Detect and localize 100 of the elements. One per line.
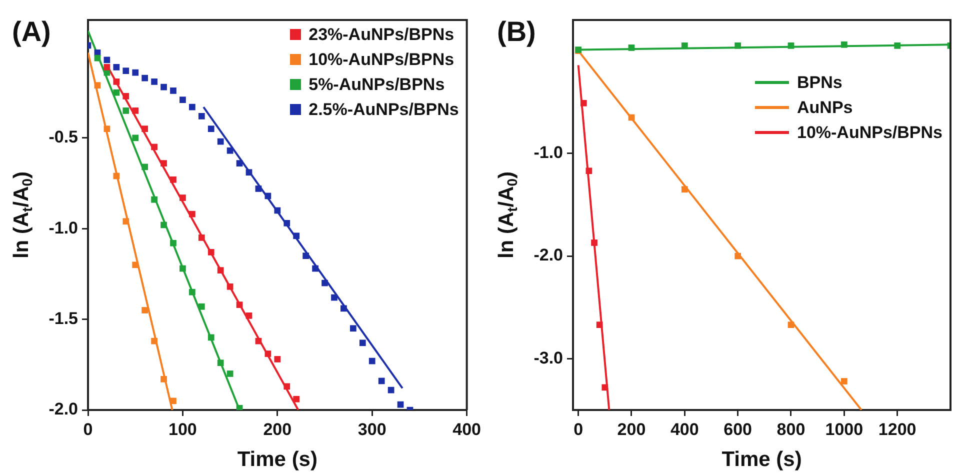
point [236, 302, 243, 308]
point [104, 64, 110, 70]
legend-label: 23%-AuNPs/BPNs [308, 24, 454, 44]
point [602, 384, 608, 391]
point [894, 42, 901, 49]
point [368, 358, 376, 364]
point [113, 64, 120, 70]
point [132, 134, 139, 142]
point [151, 196, 158, 203]
point [312, 265, 318, 272]
point [284, 220, 290, 226]
point [132, 262, 139, 268]
point [151, 338, 158, 344]
point [246, 312, 252, 319]
y-axis-title: ln (At/A0) [10, 171, 35, 259]
point [113, 78, 120, 85]
x-tick-label: 400 [670, 420, 699, 439]
point [151, 78, 158, 85]
point [236, 405, 243, 410]
point [113, 89, 120, 96]
point [331, 294, 338, 301]
point [142, 74, 148, 82]
legend-label: 2.5%-AuNPs/BPNs [308, 100, 459, 120]
point [788, 322, 794, 328]
point [160, 160, 167, 166]
point [264, 350, 272, 357]
point [217, 360, 224, 366]
point [681, 186, 688, 193]
point [293, 232, 300, 240]
point [591, 240, 598, 246]
legend-label: 10%-AuNPs/BPNs [308, 50, 454, 70]
point [359, 340, 366, 346]
point [122, 108, 130, 114]
x-axis-title: Time (s) [237, 448, 318, 472]
point [142, 164, 148, 170]
point [122, 68, 130, 74]
y-tick-label: -0.5 [48, 128, 78, 147]
point [788, 42, 794, 49]
point [236, 160, 243, 166]
point [180, 265, 186, 272]
point [586, 168, 592, 174]
point [274, 207, 281, 214]
y-tick-label: -2.0 [534, 246, 563, 265]
point [170, 88, 176, 94]
point [142, 307, 148, 314]
x-tick-label: 100 [168, 420, 197, 439]
point [734, 252, 742, 260]
point [580, 100, 587, 106]
point [160, 84, 167, 90]
point [840, 378, 848, 384]
legend-label: BPNs [797, 72, 842, 92]
point [188, 288, 196, 296]
point [198, 303, 205, 310]
x-tick-label: 300 [358, 420, 386, 439]
point [170, 398, 176, 404]
y-tick-label: -1.0 [534, 143, 563, 162]
x-tick-label: 0 [83, 420, 93, 439]
point [151, 144, 158, 150]
point [208, 126, 214, 132]
point [293, 396, 300, 402]
point [170, 176, 176, 183]
point [160, 222, 167, 228]
point [226, 283, 234, 290]
y-tick-label: -3.0 [534, 348, 563, 368]
chart-title: (A) [12, 16, 51, 48]
point [284, 383, 290, 390]
point [378, 378, 385, 384]
legend-label: AuNPs [797, 98, 853, 118]
point [104, 126, 110, 132]
x-tick-label: 400 [452, 420, 482, 439]
x-tick-label: 200 [617, 420, 646, 439]
point [198, 112, 205, 120]
point [350, 325, 356, 332]
point [226, 147, 234, 154]
point [188, 104, 196, 110]
point [113, 172, 120, 180]
point [160, 376, 167, 382]
legend-label: 5%-AuNPs/BPNs [308, 74, 445, 94]
x-tick-label: 1200 [878, 420, 916, 439]
x-tick-label: 600 [724, 420, 752, 439]
point [302, 252, 310, 259]
point [840, 41, 848, 48]
point [122, 218, 130, 225]
point [132, 69, 139, 76]
point [198, 234, 205, 241]
x-axis-title: Time (s) [722, 448, 802, 472]
point [322, 280, 328, 286]
point [734, 42, 742, 49]
point [188, 210, 196, 218]
x-tick-label: 0 [574, 420, 584, 439]
y-axis-title: ln (At/A0) [494, 171, 520, 259]
point [94, 54, 101, 62]
point [208, 334, 214, 341]
chart-title: (B) [497, 16, 536, 48]
point [180, 194, 186, 201]
x-tick-label: 1000 [825, 420, 864, 439]
x-tick-label: 200 [263, 420, 292, 439]
point [104, 56, 110, 64]
y-tick-label: -2.0 [48, 400, 78, 419]
point [246, 169, 252, 176]
